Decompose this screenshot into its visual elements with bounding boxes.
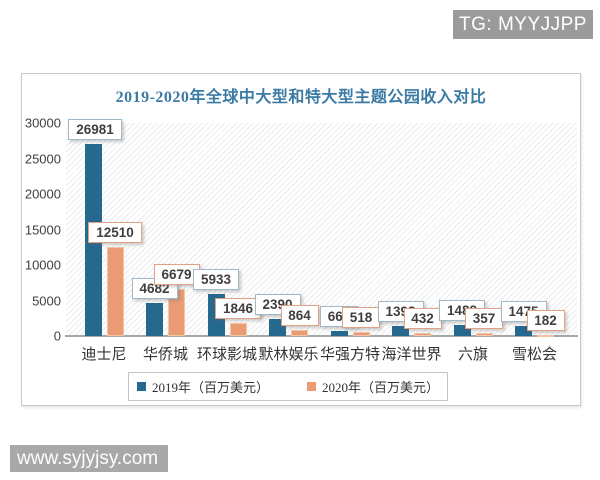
legend-label-2019: 2019年（百万美元） bbox=[151, 380, 269, 395]
bar-2019 bbox=[330, 331, 348, 336]
bar-2019 bbox=[453, 325, 471, 336]
x-axis-category-label: 环球影城 bbox=[196, 347, 257, 363]
legend-swatch-2020 bbox=[307, 382, 316, 391]
legend-item-2020: 2020年（百万美元） bbox=[307, 377, 439, 396]
data-label-2020: 518 bbox=[342, 307, 380, 329]
bar-2020 bbox=[352, 332, 370, 336]
bar-2019 bbox=[392, 326, 409, 336]
data-label-2019: 26981 bbox=[68, 119, 122, 141]
x-axis-category-label: 华强方特 bbox=[319, 347, 380, 363]
data-label-2020: 864 bbox=[280, 304, 319, 326]
x-axis-category-label: 六旗 bbox=[457, 347, 488, 363]
bar-2020 bbox=[106, 247, 124, 336]
telegram-watermark-badge: TG: MYYJJPP bbox=[453, 10, 593, 39]
bar-2019 bbox=[146, 302, 163, 336]
x-axis-category-label: 迪士尼 bbox=[81, 347, 127, 363]
data-label-2020: 1846 bbox=[215, 297, 261, 319]
x-axis-line bbox=[65, 335, 578, 337]
legend-label-2020: 2020年（百万美元） bbox=[322, 380, 440, 395]
data-label-2020: 357 bbox=[465, 308, 503, 330]
data-label-2020: 6679 bbox=[153, 263, 200, 285]
data-label-2020: 182 bbox=[526, 309, 565, 331]
x-axis-category-label: 海洋世界 bbox=[381, 347, 442, 363]
bar-2020 bbox=[537, 334, 554, 337]
x-axis-category-label: 雪松会 bbox=[511, 347, 557, 363]
legend: 2019年（百万美元） 2020年（百万美元） bbox=[128, 372, 448, 401]
x-axis-category-label: 默林娱乐 bbox=[258, 347, 319, 363]
bar-2019 bbox=[515, 325, 532, 336]
y-axis-tick-label: 0 bbox=[53, 328, 61, 344]
bar-2020 bbox=[229, 322, 247, 336]
legend-swatch-2019 bbox=[136, 382, 146, 391]
bar-2020 bbox=[414, 332, 431, 336]
data-label-2020: 12510 bbox=[88, 222, 142, 244]
chart-title: 2019-2020年全球中大型和特大型主题公园收入对比 bbox=[115, 89, 487, 106]
data-label-2020: 432 bbox=[403, 307, 442, 329]
y-axis-tick-label: 30000 bbox=[24, 115, 61, 131]
y-axis-tick-label: 5000 bbox=[32, 293, 61, 308]
bar-2020 bbox=[291, 329, 308, 336]
y-axis-tick-label: 20000 bbox=[24, 186, 61, 202]
legend-item-2019: 2019年（百万美元） bbox=[136, 377, 269, 396]
bar-2020 bbox=[475, 333, 493, 336]
y-axis-tick-label: 15000 bbox=[24, 222, 61, 237]
y-axis-tick-label: 25000 bbox=[24, 151, 61, 166]
y-axis-tick-label: 10000 bbox=[24, 257, 61, 273]
chart-card: 2019-2020年全球中大型和特大型主题公园收入对比 0 5000 10000 15… bbox=[21, 73, 581, 406]
data-label-2019: 5933 bbox=[193, 268, 239, 290]
plot-area bbox=[66, 123, 577, 336]
website-watermark: www.syjyjsy.com bbox=[10, 445, 168, 472]
x-axis-category-label: 华侨城 bbox=[142, 347, 188, 363]
